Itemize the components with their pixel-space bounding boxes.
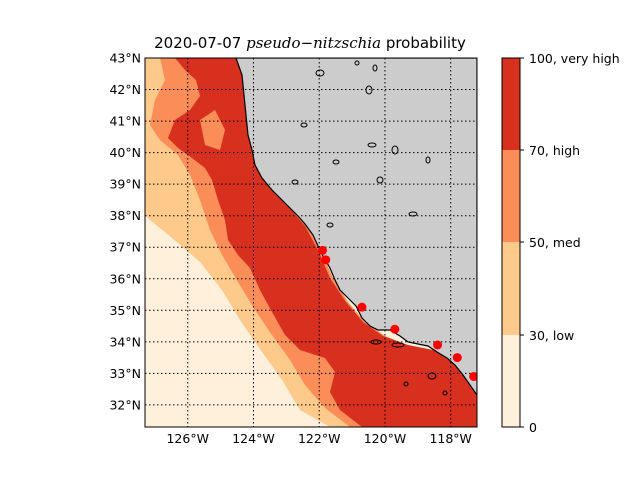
island-2 [391,342,405,348]
lake-3 [372,64,378,72]
lake-6 [391,145,399,155]
station-marker [321,255,331,265]
lon-tick-label: 118°W [429,431,471,446]
lake-12 [354,60,360,66]
title-date: 2020-07-07 [154,34,242,52]
lat-tick-label: 35°N [109,303,141,318]
island-5 [442,390,448,396]
title-suffix: probability [385,34,466,52]
map-area [145,58,477,427]
lat-tick-label: 43°N [109,51,141,66]
lat-tick-label: 38°N [109,208,141,223]
lat-tick-label: 41°N [109,114,141,129]
colorbar-level-70 [502,58,520,150]
islands [370,339,448,396]
station-marker [357,302,367,312]
colorbar-label-very-high: 100, very high [529,51,620,66]
island-1 [370,339,382,345]
station-marker [390,324,400,334]
lon-tick-label: 120°W [364,431,406,446]
map-frame [144,57,478,428]
station-marker [318,245,328,255]
lat-tick-label: 40°N [109,145,141,160]
lake-1 [315,69,325,77]
lat-tick-label: 39°N [109,177,141,192]
island-4 [403,381,409,387]
lon-tick-label: 126°W [166,431,208,446]
title-species: pseudo−nitzschia [246,34,382,52]
lat-tick-label: 33°N [109,366,141,381]
island-3 [427,372,437,380]
latitude-labels: 43°N 42°N 41°N 40°N 39°N 38°N 37°N 36°N 35°N 34°N… [109,51,141,413]
colorbar-label-low: 30, low [529,328,574,343]
station-marker [433,340,443,350]
prob-band-70 [168,58,477,427]
lat-tick-label: 42°N [109,82,141,97]
grid-lines [145,58,477,427]
lon-tick-label: 124°W [232,431,274,446]
colorbar-level-50 [502,150,520,242]
lat-tick-label: 37°N [109,240,141,255]
lake-11 [326,222,334,228]
lat-tick-label: 32°N [109,397,141,412]
station-marker [469,372,477,382]
station-markers [318,245,477,382]
lat-tick-label: 34°N [109,334,141,349]
lat-tick-label: 36°N [109,271,141,286]
lake-8 [332,159,340,165]
map-title: 2020-07-07 pseudo−nitzschia probability [130,34,490,52]
lon-tick-label: 122°W [298,431,340,446]
colorbar: 100, very high 70, high 50, med 30, low … [501,51,620,435]
colorbar-label-zero: 0 [529,420,537,435]
lake-13 [425,156,431,164]
station-marker [452,353,462,363]
lake-7 [376,176,384,184]
lake-9 [291,179,299,185]
lake-4 [300,122,308,128]
colorbar-label-med: 50, med [529,235,581,250]
colorbar-level-0 [502,335,520,427]
prob-band-70-nearshore [200,110,225,150]
longitude-labels: 126°W 124°W 122°W 120°W 118°W [166,431,471,446]
lake-5 [367,142,377,148]
land-region [235,58,477,397]
colorbar-label-high: 70, high [529,143,580,158]
colorbar-level-30 [502,242,520,335]
